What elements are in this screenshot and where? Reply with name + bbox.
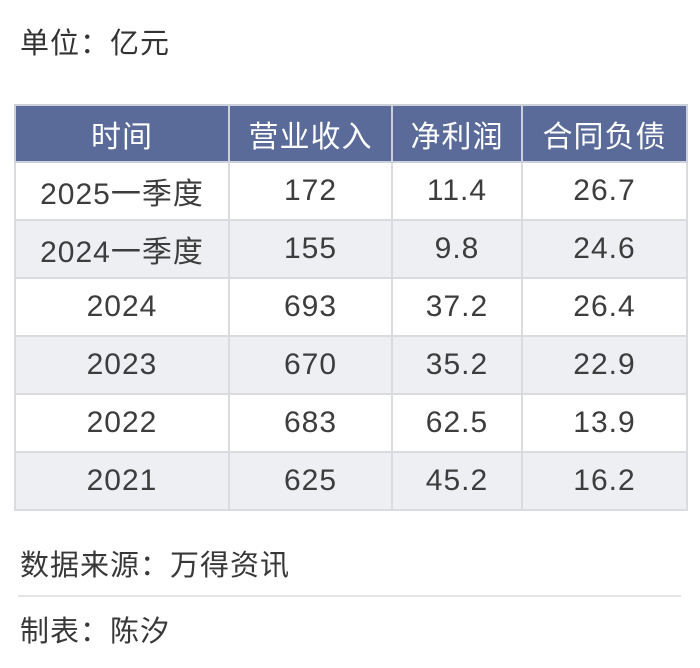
cell-revenue: 670 bbox=[228, 335, 393, 395]
divider bbox=[18, 595, 681, 597]
cell-net-profit: 37.2 bbox=[391, 277, 523, 337]
cell-contract-liabilities: 26.7 bbox=[521, 161, 688, 221]
header-cell-revenue: 营业收入 bbox=[228, 104, 393, 163]
cell-contract-liabilities: 26.4 bbox=[521, 277, 688, 337]
table-row: 2023 670 35.2 22.9 bbox=[14, 335, 688, 395]
cell-time: 2021 bbox=[14, 451, 230, 511]
header-cell-time: 时间 bbox=[14, 104, 230, 163]
cell-net-profit: 62.5 bbox=[391, 393, 523, 453]
financial-table: 时间 营业收入 净利润 合同负债 2025一季度 172 11.4 26.7 2… bbox=[14, 104, 688, 511]
cell-revenue: 625 bbox=[228, 451, 393, 511]
cell-revenue: 683 bbox=[228, 393, 393, 453]
header-cell-contract-liabilities: 合同负债 bbox=[521, 104, 688, 163]
cell-contract-liabilities: 22.9 bbox=[521, 335, 688, 395]
cell-revenue: 693 bbox=[228, 277, 393, 337]
cell-contract-liabilities: 24.6 bbox=[521, 219, 688, 279]
unit-label: 单位：亿元 bbox=[20, 28, 171, 60]
cell-contract-liabilities: 16.2 bbox=[521, 451, 688, 511]
cell-time: 2023 bbox=[14, 335, 230, 395]
table-row: 2025一季度 172 11.4 26.7 bbox=[14, 161, 688, 221]
cell-net-profit: 11.4 bbox=[391, 161, 523, 221]
cell-time: 2024 bbox=[14, 277, 230, 337]
table-row: 2021 625 45.2 16.2 bbox=[14, 451, 688, 511]
cell-time: 2022 bbox=[14, 393, 230, 453]
author-label: 制表：陈汐 bbox=[20, 616, 171, 648]
data-source-label: 数据来源：万得资讯 bbox=[20, 550, 291, 582]
cell-net-profit: 9.8 bbox=[391, 219, 523, 279]
table-row: 2024 693 37.2 26.4 bbox=[14, 277, 688, 337]
header-cell-net-profit: 净利润 bbox=[391, 104, 523, 163]
table-row: 2022 683 62.5 13.9 bbox=[14, 393, 688, 453]
table-row: 2024一季度 155 9.8 24.6 bbox=[14, 219, 688, 279]
table-header-row: 时间 营业收入 净利润 合同负债 bbox=[14, 104, 688, 163]
cell-revenue: 172 bbox=[228, 161, 393, 221]
cell-net-profit: 45.2 bbox=[391, 451, 523, 511]
cell-contract-liabilities: 13.9 bbox=[521, 393, 688, 453]
cell-time: 2024一季度 bbox=[14, 219, 230, 279]
cell-time: 2025一季度 bbox=[14, 161, 230, 221]
cell-revenue: 155 bbox=[228, 219, 393, 279]
cell-net-profit: 35.2 bbox=[391, 335, 523, 395]
